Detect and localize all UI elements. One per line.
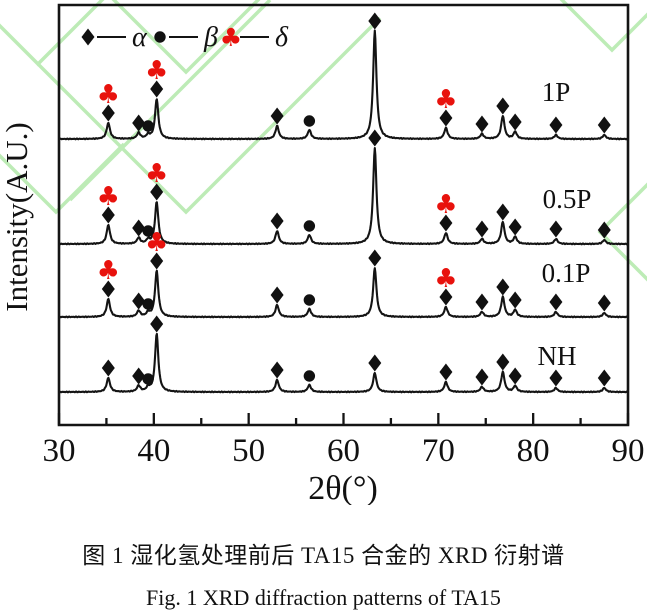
delta-club-marker: ♣: [434, 264, 457, 294]
legend-circle-icon: [154, 31, 166, 43]
alpha-diamond-marker: [549, 293, 563, 311]
beta-circle-marker: [142, 373, 154, 385]
alpha-diamond-marker: [549, 369, 563, 387]
delta-club-marker: ♣: [97, 256, 120, 286]
xrd-trace-0.5P: [58, 147, 629, 246]
legend-club-icon: ♣: [220, 23, 242, 52]
beta-circle-marker: [303, 220, 316, 232]
alpha-diamond-marker: [597, 221, 611, 239]
xrd-trace-group-0.5P: ♣ ♣ ♣ 0.5P: [58, 129, 629, 246]
trace-label-0.1P: 0.1P: [542, 258, 591, 288]
delta-club-marker: ♣: [145, 228, 168, 258]
alpha-diamond-marker: [368, 249, 382, 267]
alpha-diamond-marker: [132, 292, 146, 310]
alpha-diamond-marker: [549, 116, 563, 134]
x-tick-label: 70: [422, 433, 455, 469]
alpha-diamond-marker: [475, 115, 489, 133]
xrd-trace-group-NH: NH: [58, 315, 629, 394]
alpha-diamond-marker: [150, 252, 164, 270]
caption-english: Fig. 1 XRD diffraction patterns of TA15: [146, 585, 501, 610]
alpha-diamond-marker: [496, 353, 510, 371]
alpha-diamond-marker: [368, 129, 382, 147]
alpha-diamond-marker: [597, 369, 611, 387]
x-tick-label: 40: [137, 433, 170, 469]
alpha-diamond-marker: [270, 286, 284, 304]
x-tick-label: 30: [43, 433, 76, 469]
alpha-diamond-marker: [270, 212, 284, 230]
alpha-diamond-marker: [597, 294, 611, 312]
delta-club-marker: ♣: [145, 56, 168, 86]
delta-club-marker: ♣: [97, 80, 120, 110]
alpha-diamond-marker: [132, 114, 146, 132]
alpha-diamond-marker: [496, 203, 510, 221]
alpha-diamond-marker: [439, 214, 453, 232]
alpha-diamond-marker: [597, 116, 611, 134]
watermark-pattern: [0, 0, 647, 282]
alpha-diamond-marker: [508, 367, 522, 385]
alpha-diamond-marker: [368, 354, 382, 372]
legend-diamond-icon: [81, 28, 95, 46]
y-axis-title: Intensity(A.U.): [0, 122, 34, 311]
x-axis-title: 2θ(°): [308, 470, 378, 505]
legend: α β ♣ δ: [81, 22, 289, 53]
beta-circle-marker: [303, 115, 316, 127]
trace-label-1P: 1P: [542, 77, 571, 107]
caption-chinese: 图 1 湿化氢处理前后 TA15 合金的 XRD 衍射谱: [82, 543, 565, 568]
delta-club-marker: ♣: [97, 182, 120, 212]
alpha-diamond-marker: [496, 278, 510, 296]
alpha-diamond-marker: [132, 219, 146, 237]
delta-club-marker: ♣: [434, 85, 457, 115]
alpha-diamond-marker: [270, 107, 284, 125]
alpha-diamond-marker: [368, 12, 382, 30]
xrd-trace-NH: [58, 332, 629, 394]
trace-label-NH: NH: [538, 341, 577, 371]
alpha-diamond-marker: [132, 367, 146, 385]
legend-label-δ: δ: [275, 22, 289, 53]
alpha-diamond-marker: [270, 361, 284, 379]
beta-circle-marker: [142, 298, 154, 310]
x-tick-label: 80: [517, 433, 550, 469]
alpha-diamond-marker: [439, 288, 453, 306]
alpha-diamond-marker: [508, 113, 522, 131]
xrd-trace-0.1P: [58, 267, 629, 319]
alpha-diamond-marker: [496, 97, 510, 115]
alpha-diamond-marker: [439, 109, 453, 127]
alpha-diamond-marker: [439, 363, 453, 381]
alpha-diamond-marker: [101, 359, 115, 377]
alpha-diamond-marker: [101, 104, 115, 122]
alpha-diamond-marker: [101, 280, 115, 298]
x-axis-ticks: [57, 413, 630, 425]
alpha-diamond-marker: [475, 293, 489, 311]
beta-circle-marker: [142, 120, 154, 132]
alpha-diamond-marker: [508, 218, 522, 236]
legend-label-β: β: [203, 22, 218, 53]
trace-label-0.5P: 0.5P: [543, 184, 592, 214]
alpha-diamond-marker: [549, 220, 563, 238]
alpha-diamond-marker: [475, 220, 489, 238]
beta-circle-marker: [142, 225, 154, 237]
x-tick-label: 60: [327, 433, 360, 469]
alpha-diamond-marker: [150, 80, 164, 98]
alpha-diamond-marker: [508, 291, 522, 309]
alpha-diamond-marker: [150, 315, 164, 333]
legend-label-α: α: [132, 22, 148, 53]
xrd-trace-group-0.1P: ♣ ♣ ♣ 0.1P: [58, 228, 629, 319]
alpha-diamond-marker: [150, 183, 164, 201]
alpha-diamond-marker: [101, 206, 115, 224]
xrd-chart: ♣ ♣ ♣ 1P ♣ ♣ ♣ 0.5P ♣ ♣ ♣ 0.1P NH 30 40 50 60 70 80 90 2θ(°)…: [0, 0, 647, 505]
xrd-trace-group-1P: ♣ ♣ ♣ 1P: [58, 12, 629, 141]
xrd-trace-1P: [58, 29, 629, 141]
delta-club-marker: ♣: [434, 190, 457, 220]
x-tick-label: 50: [232, 433, 265, 469]
beta-circle-marker: [303, 370, 316, 382]
x-tick-label: 90: [612, 433, 645, 469]
beta-circle-marker: [303, 294, 316, 306]
alpha-diamond-marker: [475, 368, 489, 386]
delta-club-marker: ♣: [145, 159, 168, 189]
